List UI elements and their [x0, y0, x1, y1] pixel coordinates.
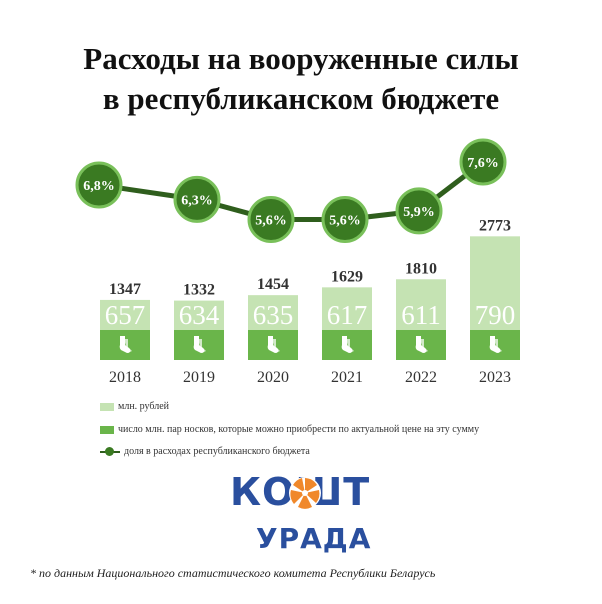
sock-icon-2023	[489, 336, 502, 353]
bar-total-label-2023: 2773	[479, 217, 511, 234]
legend-item-socks: число млн. пар носков, которые можно при…	[100, 424, 479, 435]
sock-icon-2019	[193, 336, 206, 353]
x-tick-2018: 2018	[109, 369, 141, 386]
share-label-2023: 7,6%	[467, 156, 499, 171]
sock-icon-2021	[341, 336, 354, 353]
legend-swatch-light	[100, 402, 114, 411]
bar-total-label-2021: 1629	[331, 268, 363, 285]
share-label-2021: 5,6%	[329, 214, 361, 229]
share-marker-2023	[459, 138, 507, 186]
chart-title-line2: в республиканском бюджете	[102, 81, 500, 116]
bar-total-label-2022: 1810	[405, 260, 437, 277]
x-tick-2023: 2023	[479, 369, 511, 386]
sock-icon-2022	[415, 336, 428, 353]
legend-label-share: доля в расходах республиканского бюджета	[124, 446, 310, 457]
legend-swatch-line	[100, 446, 120, 456]
legend-swatch-dark	[100, 425, 114, 434]
chart-title-line1: Расходы на вооруженные силы	[83, 41, 519, 76]
bar-socks-label-2022: 611	[401, 300, 441, 330]
legend-item-rubles: млн. рублей	[100, 401, 169, 412]
sock-icon-2018	[119, 336, 132, 353]
x-tick-2022: 2022	[405, 369, 437, 386]
x-tick-2021: 2021	[331, 369, 363, 386]
orange-slice-icon	[289, 477, 321, 509]
share-marker-2020	[247, 196, 295, 243]
bar-socks-label-2018: 657	[105, 300, 146, 330]
sock-icon-2020	[267, 336, 280, 353]
bar-total-label-2018: 1347	[109, 281, 141, 298]
share-marker-2021	[321, 196, 369, 243]
bar-socks-label-2023: 790	[475, 300, 516, 330]
share-label-2020: 5,6%	[255, 214, 287, 229]
footnote: * по данным Национального статистическог…	[30, 566, 436, 580]
share-label-2022: 5,9%	[403, 205, 435, 220]
bar-socks-label-2019: 634	[179, 300, 220, 330]
share-label-2018: 6,8%	[83, 179, 115, 194]
logo-bottom-word: УРАДА	[256, 522, 372, 555]
share-marker-2018	[75, 161, 123, 209]
share-marker-2022	[395, 187, 443, 235]
legend-label-socks: число млн. пар носков, которые можно при…	[118, 424, 480, 435]
share-label-2019: 6,3%	[181, 193, 213, 208]
bar-socks-label-2021: 617	[327, 300, 368, 330]
bar-total-label-2019: 1332	[183, 282, 215, 299]
bar-total-label-2020: 1454	[257, 276, 289, 293]
legend-label-rubles: млн. рублей	[118, 401, 170, 412]
kosht-urada-logo: КОШТ УРАДА	[230, 470, 390, 560]
bar-socks-label-2020: 635	[253, 300, 294, 330]
legend-item-share: доля в расходах республиканского бюджета	[100, 446, 310, 457]
x-tick-2019: 2019	[183, 369, 215, 386]
x-tick-2020: 2020	[257, 369, 289, 386]
share-marker-2019	[173, 175, 221, 223]
